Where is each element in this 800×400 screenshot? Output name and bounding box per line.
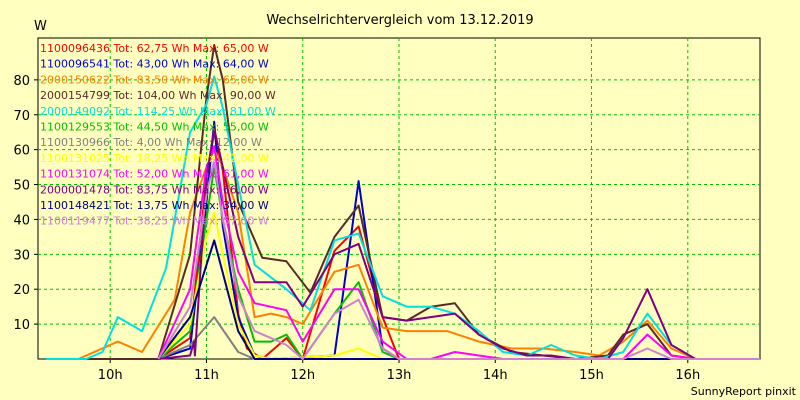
x-tick-label: 12h <box>290 368 315 383</box>
legend-entry-1100119477: 1100119477 Tot: 38,25 Wh Max: 57,00 W <box>40 215 269 228</box>
legend-entry-1100131074: 1100131074 Tot: 52,00 Wh Max: 61,00 W <box>40 168 269 181</box>
y-tick-label: 70 <box>13 109 30 124</box>
x-tick-label: 11h <box>194 368 219 383</box>
legend-entry-2000001478: 2000001478 Tot: 83,75 Wh Max: 66,00 W <box>40 183 269 196</box>
series-line-1100131074 <box>157 145 760 360</box>
y-tick-label: 80 <box>13 74 30 89</box>
series-line-1100148421 <box>157 239 760 360</box>
legend-entry-1100130966: 1100130966 Tot: 4,00 Wh Max: 12,00 W <box>40 136 262 149</box>
legend-entry-2000154799: 2000154799 Tot: 104,00 Wh Max: 90,00 W <box>40 89 276 102</box>
y-axis-unit: W <box>34 19 47 34</box>
y-tick-label: 40 <box>13 213 30 228</box>
y-tick-label: 20 <box>13 283 30 298</box>
legend-entry-1100148421: 1100148421 Tot: 13,75 Wh Max: 34,00 W <box>40 199 269 212</box>
legend-entry-1100096436: 1100096436 Tot: 62,75 Wh Max: 65,00 W <box>40 42 269 55</box>
series-line-2000001478 <box>158 127 760 360</box>
x-tick-label: 14h <box>483 368 508 383</box>
chart-title: Wechselrichtervergleich vom 13.12.2019 <box>266 13 533 28</box>
x-tick-label: 15h <box>579 368 604 383</box>
x-tick-label: 16h <box>675 368 700 383</box>
legend-entry-2000149092: 2000149092 Tot: 114,25 Wh Max: 81,00 W <box>40 105 276 118</box>
legend: 1100096436 Tot: 62,75 Wh Max: 65,00 W 110… <box>40 42 276 228</box>
axes: 10h 11h 12h 13h 14h 15h 16h 10 20 30 40 50 60 70 80 <box>13 74 700 383</box>
y-tick-label: 60 <box>13 144 30 159</box>
series-line-1100129553 <box>157 166 760 360</box>
y-tick-label: 50 <box>13 179 30 194</box>
series-line-2000150622 <box>45 148 760 360</box>
footer-credit: SunnyReport pinxit <box>691 385 797 398</box>
legend-entry-1100129553: 1100129553 Tot: 44,50 Wh Max: 55,00 W <box>40 121 269 134</box>
series-line-1100119477 <box>157 159 760 360</box>
series-lines <box>45 44 760 360</box>
legend-entry-1100131025: 1100131025 Tot: 18,25 Wh Max: 42,00 W <box>40 152 269 165</box>
x-tick-label: 13h <box>387 368 412 383</box>
y-tick-label: 30 <box>13 248 30 263</box>
legend-entry-2000150622: 2000150622 Tot: 83,50 Wh Max: 65,00 W <box>40 73 269 86</box>
x-tick-label: 10h <box>98 368 123 383</box>
legend-entry-1100096541: 1100096541 Tot: 43,00 Wh Max: 64,00 W <box>40 58 269 71</box>
series-line-1100131025 <box>157 211 760 360</box>
y-tick-label: 10 <box>13 318 30 333</box>
